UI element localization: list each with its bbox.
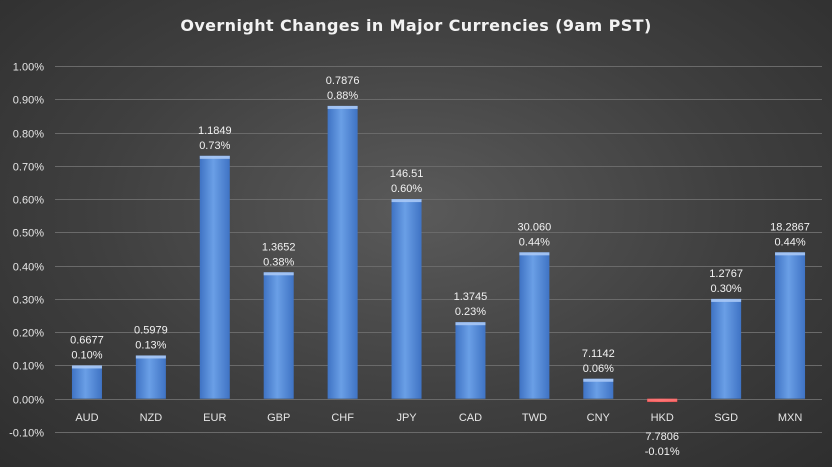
gridlines [55, 66, 822, 433]
category-label: AUD [75, 412, 98, 424]
category-label: GBP [267, 412, 290, 424]
rate-label: 30.060 [518, 221, 552, 233]
bar-nzd [135, 355, 166, 399]
x-axis-categories: AUD NZD EUR GBP CHF JPY CAD TWD CNY HKD SGD MXN [75, 412, 802, 424]
y-tick-label: 0.50% [13, 228, 44, 240]
rate-label: 1.3652 [262, 241, 296, 253]
category-label: MXN [778, 412, 803, 424]
percent-label: 0.44% [519, 236, 550, 248]
percent-label: 0.60% [391, 183, 422, 195]
percent-label: 0.10% [71, 349, 102, 361]
rate-label: 0.5979 [134, 324, 168, 336]
bar-highlight [263, 272, 294, 276]
percent-label: 0.88% [327, 90, 358, 102]
y-tick-label: 0.40% [13, 262, 44, 274]
rate-label: 146.51 [390, 168, 424, 180]
category-label: HKD [651, 412, 674, 424]
category-label: CAD [459, 412, 482, 424]
y-tick-label: 1.00% [13, 62, 44, 74]
bar-highlight [135, 355, 166, 359]
bars [71, 105, 806, 403]
rate-label: 7.1142 [582, 348, 615, 360]
category-label: TWD [522, 412, 547, 424]
bar-twd [519, 252, 550, 399]
rate-label: 18.2867 [770, 221, 810, 233]
category-label: CNY [587, 412, 611, 424]
rate-label: 1.2767 [709, 268, 743, 280]
bar-sgd [711, 298, 742, 399]
bar-gbp [263, 272, 294, 399]
percent-label: 0.23% [455, 306, 486, 318]
chart-title: Overnight Changes in Major Currencies (9… [180, 16, 652, 35]
bar-mxn [775, 252, 806, 399]
rate-label: 1.3745 [454, 291, 488, 303]
y-tick-label: 0.80% [13, 129, 44, 141]
category-label: SGD [714, 412, 738, 424]
y-tick-label: 0.20% [13, 328, 44, 340]
bar-highlight [455, 322, 486, 326]
data-labels: 0.6677 0.10% 0.5979 0.13% 1.1849 0.73% 1.3652 0… [70, 75, 810, 458]
y-tick-label: 0.00% [13, 395, 44, 407]
percent-label: 0.73% [199, 140, 230, 152]
bar-cad [455, 322, 486, 399]
y-tick-label: 0.60% [13, 195, 44, 207]
y-axis-ticks: -0.10% 0.00% 0.10% 0.20% 0.30% 0.40% 0.50% 0.60… [9, 62, 44, 440]
bar-highlight [71, 365, 102, 369]
bar-eur [199, 155, 230, 399]
bar-highlight [711, 298, 742, 302]
rate-label: 0.6677 [70, 334, 104, 346]
y-tick-label: 0.10% [13, 361, 44, 373]
rate-label: 7.7806 [645, 431, 679, 443]
bar-highlight [391, 199, 422, 203]
percent-label: 0.38% [263, 256, 294, 268]
category-label: JPY [396, 412, 417, 424]
category-label: CHF [331, 412, 354, 424]
percent-label: 0.30% [711, 283, 742, 295]
bar-highlight [199, 155, 230, 159]
rate-label: 1.1849 [198, 125, 232, 137]
y-tick-label: 0.70% [13, 162, 44, 174]
bar-highlight [583, 378, 614, 382]
bar-highlight [647, 398, 678, 402]
percent-label: 0.13% [135, 339, 166, 351]
percent-label: 0.06% [583, 363, 614, 375]
category-label: NZD [140, 412, 163, 424]
bar-highlight [775, 252, 806, 256]
y-tick-label: 0.90% [13, 95, 44, 107]
bar-highlight [327, 105, 358, 109]
bar-chf [327, 105, 358, 399]
bar-highlight [519, 252, 550, 256]
bar-cny [583, 378, 614, 399]
bar-jpy [391, 199, 422, 399]
y-tick-label: -0.10% [9, 428, 44, 440]
y-tick-label: 0.30% [13, 295, 44, 307]
category-label: EUR [203, 412, 226, 424]
rate-label: 0.7876 [326, 75, 360, 87]
bar-aud [71, 365, 102, 399]
percent-label: -0.01% [645, 446, 680, 458]
percent-label: 0.44% [774, 236, 805, 248]
